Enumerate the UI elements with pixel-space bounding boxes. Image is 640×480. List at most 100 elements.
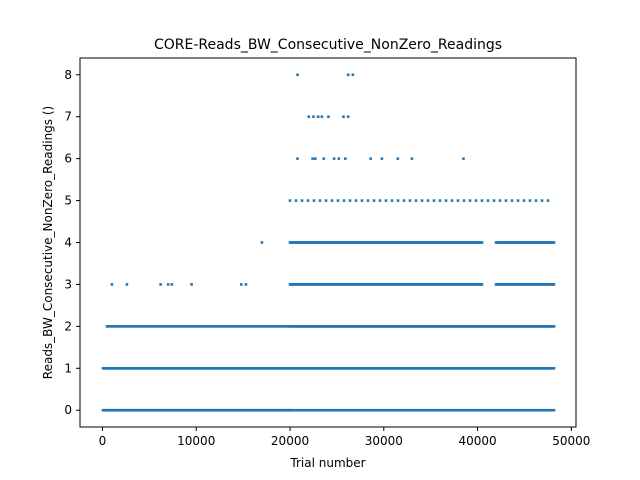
data-point	[137, 325, 141, 328]
data-point	[462, 408, 466, 412]
data-point	[480, 241, 484, 244]
data-point	[177, 325, 181, 328]
data-point	[189, 325, 193, 328]
data-point	[480, 408, 484, 412]
data-point	[369, 157, 372, 160]
data-point	[251, 325, 255, 328]
data-point	[149, 325, 153, 328]
data-point	[179, 325, 183, 328]
data-point	[193, 325, 197, 328]
data-point	[388, 408, 392, 412]
data-point	[166, 283, 170, 286]
data-points	[101, 73, 556, 412]
y-axis-label: Reads_BW_Consecutive_NonZero_Readings ()	[41, 106, 55, 379]
y-tick-label: 2	[64, 319, 72, 333]
data-point	[249, 325, 253, 328]
data-point	[478, 408, 482, 412]
data-point	[324, 199, 328, 202]
data-point	[498, 408, 502, 412]
data-point	[263, 325, 267, 328]
data-point	[285, 325, 289, 328]
data-point	[294, 408, 298, 412]
data-point	[231, 325, 235, 328]
data-point	[107, 325, 111, 328]
data-point	[470, 408, 474, 412]
x-tick-label: 40000	[458, 434, 496, 448]
data-point	[119, 325, 123, 328]
data-point	[141, 325, 145, 328]
data-point	[342, 115, 345, 118]
data-point	[336, 199, 340, 202]
data-point	[552, 283, 556, 286]
data-point	[444, 408, 448, 412]
data-point	[482, 408, 486, 412]
data-point	[396, 199, 400, 202]
data-point	[540, 408, 544, 412]
data-point	[223, 325, 227, 328]
data-point	[450, 408, 454, 412]
data-point	[316, 408, 320, 412]
data-point	[175, 325, 179, 328]
data-point	[458, 408, 462, 412]
data-point	[384, 408, 388, 412]
data-point	[390, 408, 394, 412]
data-point	[344, 408, 348, 412]
data-point	[143, 325, 147, 328]
data-point	[342, 408, 346, 412]
data-point	[408, 199, 412, 202]
y-tick-label: 0	[64, 403, 72, 417]
data-point	[396, 408, 400, 412]
data-point	[352, 408, 356, 412]
data-point	[524, 408, 528, 412]
data-point	[205, 325, 209, 328]
data-point	[155, 325, 159, 328]
data-point	[402, 199, 406, 202]
x-tick-label: 30000	[365, 434, 403, 448]
data-point	[372, 199, 376, 202]
data-point	[183, 325, 187, 328]
data-point	[190, 283, 193, 286]
data-point	[362, 408, 366, 412]
data-point	[308, 408, 312, 412]
data-point	[354, 408, 358, 412]
data-point	[197, 325, 201, 328]
data-point	[454, 408, 458, 412]
data-point	[247, 325, 251, 328]
data-point	[296, 73, 299, 77]
data-point	[542, 408, 546, 412]
data-point	[161, 325, 165, 328]
data-point	[324, 408, 328, 412]
data-point	[550, 408, 554, 412]
data-point	[516, 199, 520, 202]
data-point	[265, 325, 269, 328]
data-point	[195, 325, 199, 328]
data-point	[121, 325, 125, 328]
data-point	[354, 199, 358, 202]
data-point	[133, 325, 137, 328]
chart-title: CORE-Reads_BW_Consecutive_NonZero_Readin…	[154, 37, 502, 53]
data-point	[520, 408, 524, 412]
x-tick-label: 0	[99, 434, 107, 448]
data-point	[516, 408, 520, 412]
data-point	[448, 408, 452, 412]
data-point	[348, 199, 352, 202]
y-tick-label: 6	[64, 152, 72, 166]
data-point	[306, 199, 310, 202]
data-point	[452, 408, 456, 412]
data-point	[171, 325, 175, 328]
data-point	[125, 283, 129, 286]
data-point	[536, 408, 540, 412]
data-point	[157, 325, 161, 328]
data-point	[243, 325, 247, 328]
data-point	[546, 408, 550, 412]
data-point	[528, 408, 532, 412]
data-point	[552, 367, 556, 370]
data-point	[322, 408, 326, 412]
data-point	[337, 157, 341, 160]
data-point	[410, 408, 414, 412]
data-point	[302, 408, 306, 412]
data-point	[199, 325, 203, 328]
data-point	[215, 325, 219, 328]
data-point	[167, 325, 171, 328]
